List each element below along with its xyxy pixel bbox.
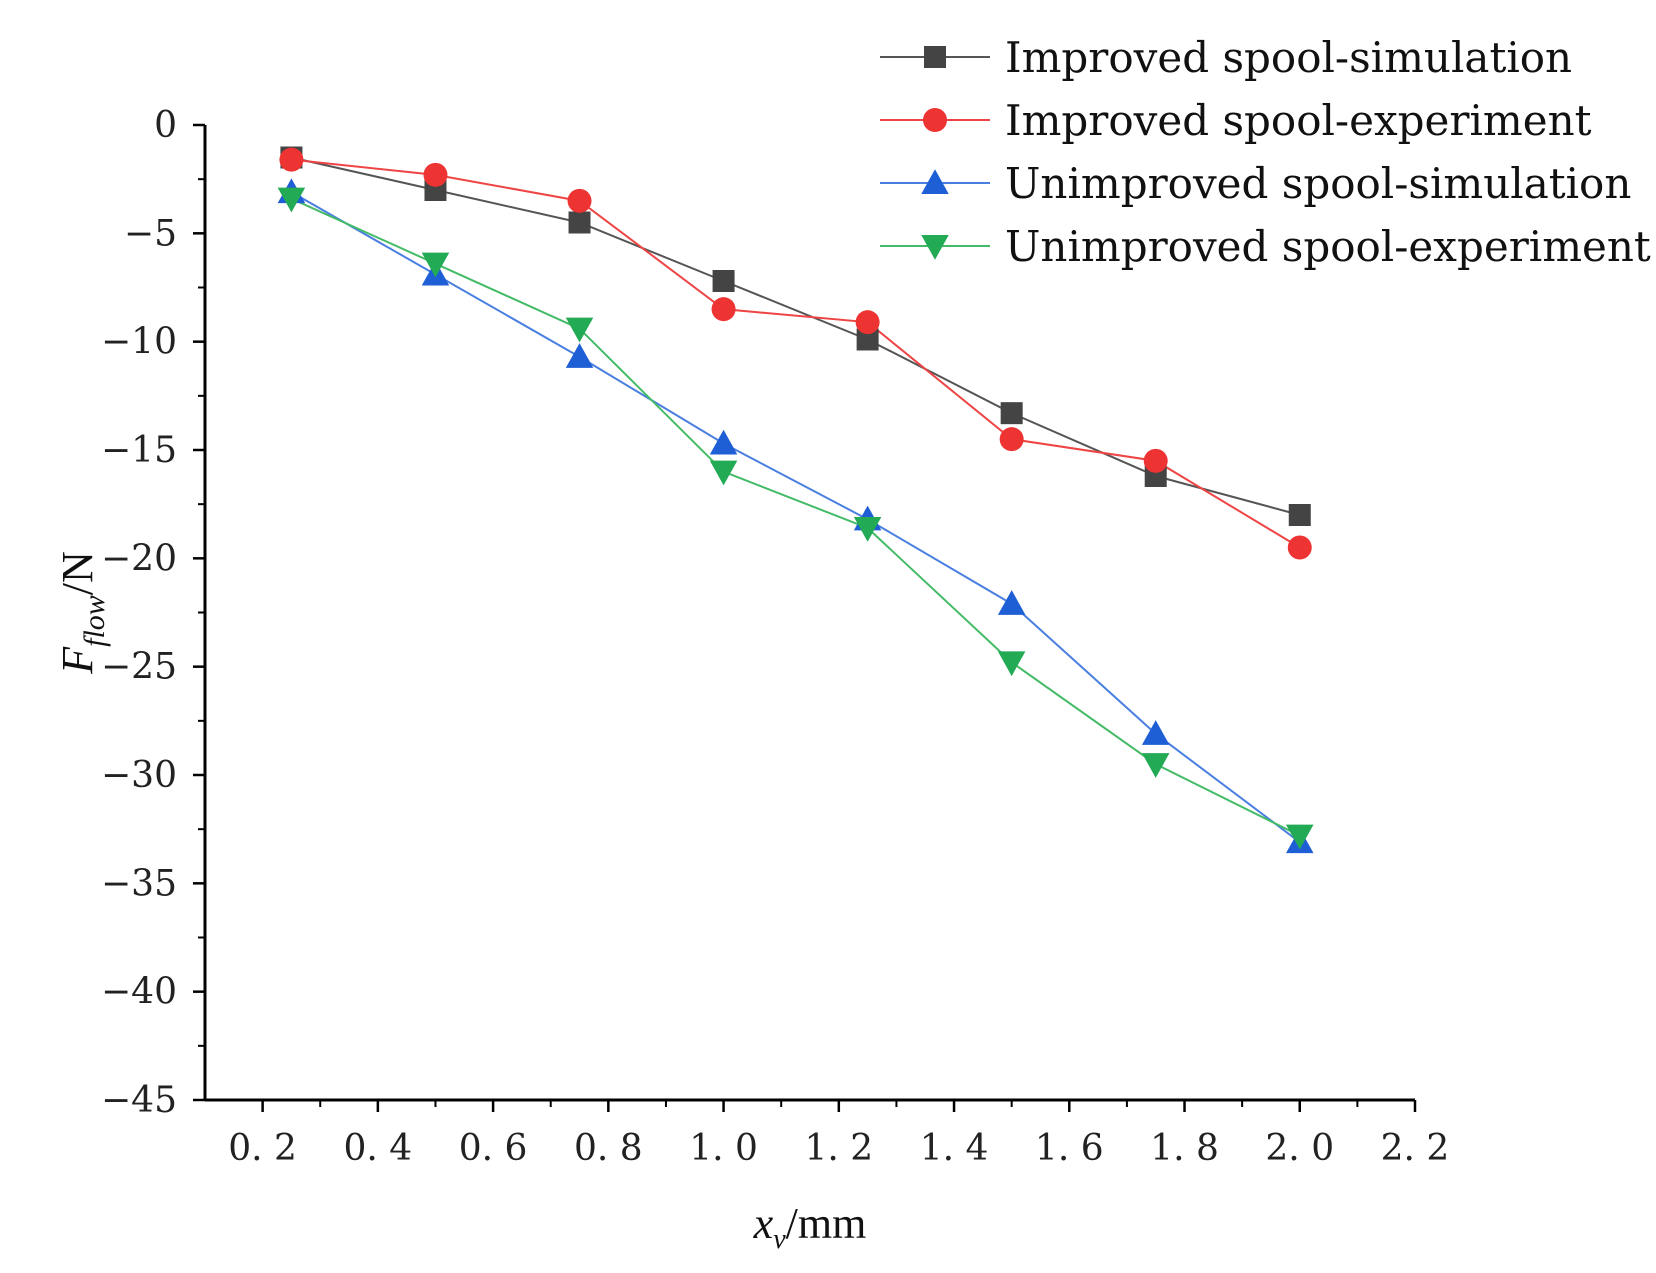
y-tick-label: −30 (101, 755, 177, 796)
marker-circle (923, 108, 947, 132)
x-tick-label: 0. 8 (574, 1128, 643, 1169)
y-tick-label: −40 (101, 972, 177, 1013)
y-tick-label: −15 (101, 430, 177, 471)
marker-triangle-down (709, 460, 738, 486)
marker-square (568, 211, 591, 234)
marker-square (924, 46, 946, 68)
marker-circle (423, 162, 448, 187)
x-tick-label: 1. 6 (1035, 1128, 1104, 1169)
y-tick-label: 0 (154, 105, 177, 146)
series-lines (290, 156, 1301, 843)
legend-label: Unimproved spool-simulation (1005, 159, 1631, 208)
series-line-2 (291, 158, 1301, 549)
x-tick-label: 2. 2 (1381, 1128, 1450, 1169)
y-tick-label: −25 (101, 647, 177, 688)
marker-circle (1287, 535, 1312, 560)
marker-triangle-up (997, 590, 1026, 615)
legend-label: Unimproved spool-experiment (1005, 222, 1651, 271)
axis-titles: xv/mm Fflow/N (53, 551, 866, 1255)
y-tick-label: −10 (101, 322, 177, 363)
marker-circle (1143, 448, 1168, 473)
marker-square (856, 328, 879, 351)
x-tick-label: 1. 8 (1150, 1128, 1219, 1169)
y-tick-label: −5 (124, 213, 177, 254)
marker-circle (711, 297, 736, 322)
marker-triangle-down (997, 651, 1026, 677)
x-tick-label: 2. 0 (1265, 1128, 1334, 1169)
marker-circle (279, 147, 304, 172)
marker-circle (999, 427, 1024, 452)
marker-square (1288, 504, 1311, 526)
y-tick-label: −45 (101, 1080, 177, 1121)
marker-triangle-down (1141, 753, 1170, 778)
marker-triangle-up (709, 429, 738, 455)
marker-square (1000, 402, 1023, 425)
marker-triangle-down (921, 235, 949, 260)
marker-triangle-up (921, 169, 949, 194)
marker-triangle-down (1286, 824, 1314, 850)
legend: Improved spool-simulation Improved spool-… (880, 33, 1651, 271)
marker-triangle-down (853, 517, 882, 542)
marker-triangle-down (277, 187, 306, 213)
marker-square (712, 270, 735, 292)
x-tick-label: 1. 4 (920, 1128, 989, 1169)
series-line-4 (291, 197, 1301, 837)
series-line-1 (291, 156, 1301, 516)
x-axis-title: xv/mm (753, 1199, 867, 1255)
marker-circle (567, 188, 592, 213)
x-tick-label: 1. 0 (689, 1128, 758, 1169)
marker-circle (855, 310, 880, 335)
legend-label: Improved spool-simulation (1005, 33, 1572, 82)
x-tick-label: 0. 2 (228, 1128, 297, 1169)
x-tick-label: 0. 4 (344, 1128, 413, 1169)
marker-triangle-down (421, 252, 450, 278)
marker-triangle-down (565, 317, 594, 343)
y-tick-label: −20 (101, 538, 177, 579)
y-axis-title: Fflow/N (53, 551, 111, 675)
y-tick-label: −35 (101, 863, 177, 904)
series-markers (277, 146, 1314, 854)
legend-label: Improved spool-experiment (1005, 96, 1592, 145)
marker-triangle-up (1141, 720, 1170, 745)
x-tick-label: 1. 2 (804, 1128, 873, 1169)
marker-triangle-up (565, 343, 594, 368)
x-tick-label: 0. 6 (459, 1128, 528, 1169)
axes: 0. 2 0. 4 0. 6 0. 8 1. 0 1. 2 1. 4 1. 6 1. 8 2. 0… (101, 105, 1449, 1169)
series-line-3 (290, 191, 1301, 843)
